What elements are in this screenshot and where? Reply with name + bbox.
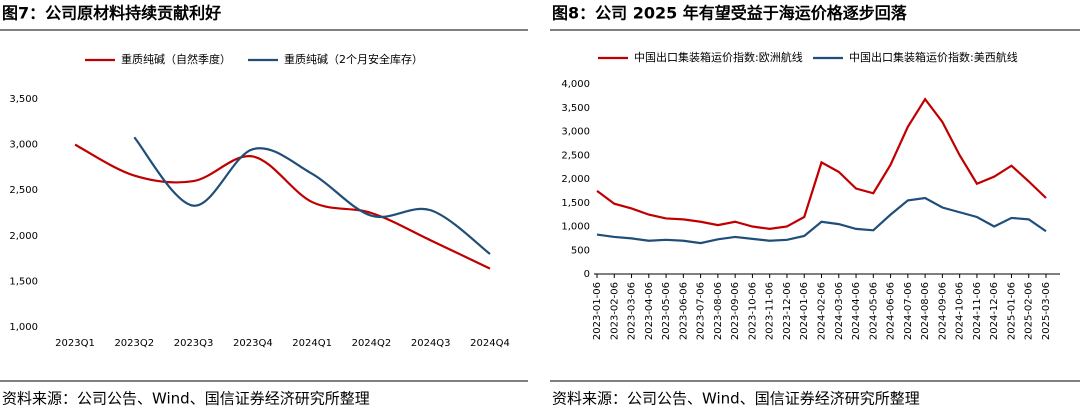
y-tick-label: 2,000 [561, 174, 590, 185]
y-tick-label: 1,500 [561, 198, 590, 209]
x-tick-label: 2024-04-06 [851, 282, 862, 340]
x-tick-label: 2023-06-06 [678, 282, 689, 340]
legend-label: 重质纯碱（自然季度） [121, 52, 231, 66]
x-tick-label: 2025-01-06 [1006, 282, 1017, 340]
x-tick-label: 2025-02-06 [1024, 282, 1035, 340]
x-tick-label: 2023-02-06 [609, 282, 620, 340]
x-tick-label: 2024-10-06 [955, 282, 966, 340]
y-tick-label: 2,500 [561, 150, 590, 161]
x-tick-label: 2023-11-06 [765, 282, 776, 340]
y-tick-label: 3,000 [9, 140, 38, 151]
x-tick-label: 2023-08-06 [713, 282, 724, 340]
x-tick-label: 2024-06-06 [886, 282, 897, 340]
x-tick-label: 2024Q3 [411, 338, 451, 349]
y-tick-label: 2,000 [9, 231, 38, 242]
x-tick-label: 2023-04-06 [644, 282, 655, 340]
x-tick-label: 2024-03-06 [834, 282, 845, 340]
chart-title: 图8：公司 2025 年有望受益于海运价格逐步回落 [552, 4, 908, 23]
x-tick-label: 2024Q2 [352, 338, 392, 349]
chart-title: 图7：公司原材料持续贡献利好 [2, 4, 221, 23]
x-tick-label: 2023-10-06 [747, 282, 758, 340]
x-tick-label: 2023-05-06 [661, 282, 672, 340]
legend-label: 重质纯碱（2个月安全库存） [284, 52, 423, 66]
x-tick-label: 2023Q2 [114, 338, 154, 349]
x-tick-label: 2023-12-06 [782, 282, 793, 340]
x-tick-label: 2024-07-06 [903, 282, 914, 340]
y-tick-label: 2,500 [9, 185, 38, 196]
y-tick-label: 3,000 [561, 127, 590, 138]
y-tick-label: 3,500 [561, 103, 590, 114]
x-tick-label: 2025-03-06 [1041, 282, 1052, 340]
legend-label: 中国出口集装箱运价指数:美西航线 [849, 50, 1018, 64]
x-tick-label: 2023-03-06 [627, 282, 638, 340]
series-line [133, 136, 491, 255]
x-tick-label: 2024-09-06 [937, 282, 948, 340]
x-tick-label: 2023Q1 [55, 338, 95, 349]
x-tick-label: 2024Q1 [292, 338, 332, 349]
y-tick-label: 1,500 [9, 276, 38, 287]
series-line [74, 143, 491, 270]
y-tick-label: 1,000 [9, 322, 38, 333]
x-tick-label: 2024-08-06 [920, 282, 931, 340]
y-tick-label: 4,000 [561, 79, 590, 90]
x-tick-label: 2024Q4 [470, 338, 510, 349]
series-line [596, 196, 1047, 245]
series-line [596, 97, 1047, 230]
x-tick-label: 2024-01-06 [799, 282, 810, 340]
y-tick-label: 0 [584, 269, 590, 280]
legend-label: 中国出口集装箱运价指数:欧洲航线 [634, 50, 803, 64]
x-tick-label: 2024-11-06 [972, 282, 983, 340]
x-tick-label: 2023-01-06 [592, 282, 603, 340]
y-tick-label: 1,000 [561, 222, 590, 233]
source-note: 资料来源：公司公告、Wind、国信证券经济研究所整理 [552, 390, 920, 408]
x-tick-label: 2023Q3 [174, 338, 214, 349]
x-tick-label: 2024-12-06 [989, 282, 1000, 340]
y-tick-label: 3,500 [9, 94, 38, 105]
x-tick-label: 2023-09-06 [730, 282, 741, 340]
x-tick-label: 2023-07-06 [696, 282, 707, 340]
x-tick-label: 2023Q4 [233, 338, 273, 349]
x-tick-label: 2024-02-06 [817, 282, 828, 340]
source-note: 资料来源：公司公告、Wind、国信证券经济研究所整理 [2, 390, 370, 408]
y-tick-label: 500 [571, 245, 590, 256]
x-tick-label: 2024-05-06 [868, 282, 879, 340]
